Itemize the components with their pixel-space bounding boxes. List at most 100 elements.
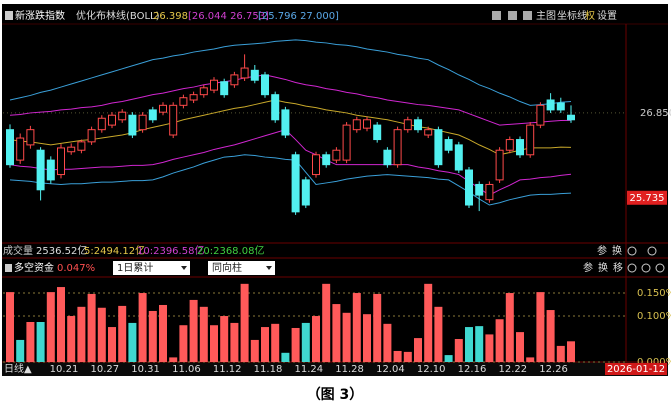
candle-body xyxy=(434,129,443,166)
candle-body xyxy=(57,147,65,176)
y-tick-label: 0.100% xyxy=(637,311,671,322)
chart-title: 新涨跌指数 xyxy=(15,9,65,22)
dropdown-arrow[interactable] xyxy=(266,266,272,270)
readout: 0.047% xyxy=(57,263,95,274)
candle-body xyxy=(189,94,198,101)
dropdown[interactable] xyxy=(208,261,275,275)
candle-body xyxy=(546,99,555,111)
button[interactable]: 主图 xyxy=(536,10,556,22)
candle-body xyxy=(159,104,167,113)
candle-body xyxy=(465,169,473,206)
candle-body xyxy=(118,111,127,121)
dropdown-label[interactable]: 1日累计 xyxy=(117,261,153,274)
candle-body xyxy=(312,154,320,176)
bar xyxy=(281,352,290,362)
bar xyxy=(179,325,188,362)
candle-body xyxy=(475,183,484,196)
candle-body xyxy=(301,179,310,206)
button[interactable]: 权 xyxy=(585,9,595,22)
candle-body xyxy=(281,109,290,136)
x-tick-label: 11.28 xyxy=(335,364,364,375)
candle-body xyxy=(424,129,433,136)
y-tick-label: 0.150% xyxy=(637,288,671,299)
date-box xyxy=(605,363,667,375)
icon[interactable] xyxy=(508,11,517,20)
x-tick-label: 10.21 xyxy=(50,364,79,375)
band-line xyxy=(9,39,572,106)
candle-body xyxy=(179,97,188,106)
candle-body xyxy=(291,154,300,213)
candle-body xyxy=(332,149,341,161)
icon[interactable] xyxy=(5,11,13,20)
candle-body xyxy=(444,139,453,151)
icon[interactable] xyxy=(647,246,657,256)
bar xyxy=(36,322,45,362)
bar xyxy=(495,319,504,362)
icon[interactable] xyxy=(492,11,501,20)
indicator-name[interactable]: 优化布林线(BOLL) xyxy=(76,9,160,22)
bar xyxy=(261,327,269,362)
candle-body xyxy=(169,104,178,136)
bar xyxy=(16,339,25,362)
candle-body xyxy=(516,139,524,156)
candle-body xyxy=(414,119,422,131)
bar xyxy=(342,312,351,362)
bar xyxy=(454,339,463,362)
bar xyxy=(403,351,412,362)
candle-body xyxy=(454,144,463,171)
dropdown-label[interactable]: 同向柱 xyxy=(212,261,242,274)
bar xyxy=(230,322,239,362)
bar xyxy=(393,350,402,362)
bar xyxy=(322,283,331,362)
bar xyxy=(444,355,453,362)
icon[interactable] xyxy=(641,263,651,273)
candle-body xyxy=(46,159,55,181)
candle-body xyxy=(128,114,137,136)
band-line xyxy=(9,154,572,206)
dropdown[interactable] xyxy=(113,261,190,275)
bar xyxy=(240,283,249,362)
candle-body xyxy=(148,109,157,121)
icon[interactable] xyxy=(5,264,12,272)
icon[interactable] xyxy=(627,263,637,273)
button[interactable]: 参 xyxy=(583,261,593,274)
icon[interactable] xyxy=(523,11,532,20)
button[interactable]: 设置 xyxy=(597,10,617,22)
icon[interactable] xyxy=(627,246,637,256)
candle-body xyxy=(403,119,412,131)
bar xyxy=(189,299,198,362)
candle-body xyxy=(373,124,382,141)
candle-body xyxy=(199,87,208,96)
button[interactable]: 移 xyxy=(613,261,623,274)
bar xyxy=(97,307,106,362)
bar xyxy=(128,322,137,362)
candle-body xyxy=(363,119,371,129)
x-tick-label: 12.22 xyxy=(498,364,527,375)
readout: [26.044 26.753] xyxy=(188,11,269,22)
bar xyxy=(424,283,433,362)
button[interactable]: 坐标线 xyxy=(557,9,587,22)
readout: 10:2396.58亿 xyxy=(137,244,204,257)
sub-title: 多空资金 xyxy=(14,261,54,274)
candle-body xyxy=(271,94,280,121)
bar xyxy=(87,293,96,362)
bar xyxy=(312,316,320,362)
x-tick-label: 11.12 xyxy=(213,364,242,375)
bar xyxy=(271,323,280,362)
readout: 26.398 xyxy=(153,11,188,22)
candle-body xyxy=(16,137,25,161)
bar xyxy=(475,326,484,362)
bar xyxy=(567,341,575,362)
button[interactable]: 换 xyxy=(612,244,622,257)
candle-body xyxy=(6,129,14,166)
button[interactable]: 换 xyxy=(598,261,608,274)
button[interactable]: 参 xyxy=(597,244,607,257)
x-tick-label: 12.26 xyxy=(539,364,568,375)
dropdown-arrow[interactable] xyxy=(181,266,187,270)
bar xyxy=(159,304,167,362)
readout: 20:2368.08亿 xyxy=(197,244,264,257)
candle-body xyxy=(567,114,575,121)
candle-body xyxy=(240,67,249,79)
icon[interactable] xyxy=(655,263,665,273)
period[interactable]: 日线▲ xyxy=(4,362,32,375)
